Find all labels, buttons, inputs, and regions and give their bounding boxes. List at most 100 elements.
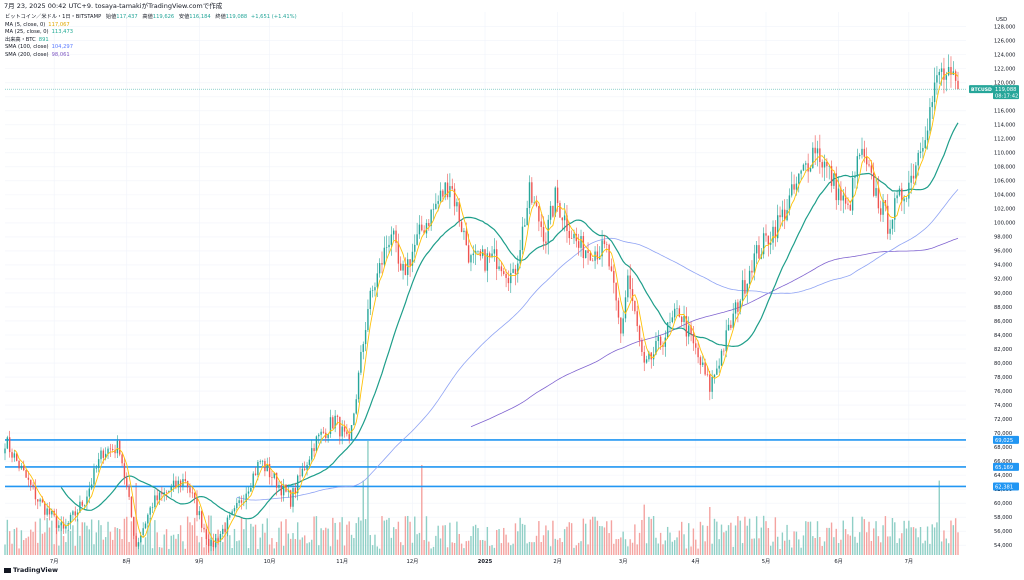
candle-body bbox=[282, 484, 285, 496]
header-title: 7月 23, 2025 00:42 UTC+9. tosaya-tamakiがT… bbox=[4, 2, 223, 10]
candle-body bbox=[568, 230, 571, 239]
volume-bar bbox=[692, 528, 695, 555]
volume-bar bbox=[575, 545, 578, 555]
candle-body bbox=[554, 187, 556, 217]
candle-body bbox=[615, 282, 617, 301]
volume-bar bbox=[147, 525, 149, 555]
volume-bar bbox=[318, 545, 320, 555]
level-badge bbox=[993, 482, 1019, 491]
volume-bar bbox=[549, 546, 552, 555]
horizontal-levels[interactable] bbox=[5, 439, 966, 488]
candle-body bbox=[184, 479, 186, 481]
candle-body bbox=[512, 268, 514, 274]
volume-bar bbox=[95, 532, 98, 555]
volume-bar bbox=[364, 519, 367, 555]
volume-bar bbox=[353, 537, 355, 555]
y-tick-label: 120,000 bbox=[994, 81, 1015, 87]
legend-volume[interactable]: 出来高・BTC 891 bbox=[5, 37, 297, 45]
time-axis[interactable]: 7月 8月 9月 10月 11月 12月 2025 2月 3月 4月 5月 6月 7月 bbox=[50, 558, 913, 565]
candle-body bbox=[362, 344, 364, 352]
volume-bar bbox=[20, 530, 23, 555]
candle-body bbox=[301, 468, 304, 477]
volume-bar bbox=[296, 522, 299, 555]
candle-body bbox=[774, 226, 777, 239]
sma100-label: SMA (100, close) bbox=[5, 44, 49, 51]
volume-bar bbox=[517, 531, 519, 555]
volume-bar bbox=[915, 528, 917, 555]
candle-body bbox=[528, 182, 531, 208]
candle-body bbox=[193, 492, 196, 498]
volume-bar bbox=[800, 547, 802, 555]
legend-ma5[interactable]: MA (5, close, 0) 117,067 bbox=[5, 22, 297, 30]
candle-body bbox=[905, 198, 908, 200]
volume-bar bbox=[791, 547, 793, 555]
candle-body bbox=[109, 448, 112, 450]
candle-body bbox=[247, 491, 250, 494]
volume-bar bbox=[378, 548, 381, 555]
candle-body bbox=[177, 480, 179, 488]
candle-body bbox=[273, 472, 275, 478]
candle-body bbox=[926, 130, 929, 141]
candle-body bbox=[730, 324, 732, 328]
candle-body bbox=[329, 417, 332, 435]
candle-body bbox=[95, 468, 98, 469]
volume-value: 891 bbox=[38, 36, 49, 43]
volume-bar bbox=[341, 517, 343, 555]
volume-bar bbox=[957, 532, 959, 555]
candle-body bbox=[666, 322, 669, 338]
candle-body bbox=[659, 336, 662, 346]
volume-bar bbox=[528, 541, 531, 555]
candles bbox=[4, 54, 959, 553]
legend-sma100[interactable]: SMA (100, close) 104,297 bbox=[5, 44, 297, 52]
candle-body bbox=[261, 461, 264, 462]
candle-body bbox=[467, 245, 470, 263]
volume-bar bbox=[622, 531, 624, 555]
candle-body bbox=[577, 241, 580, 248]
volume-bar bbox=[760, 527, 763, 555]
legend-ma25[interactable]: MA (25, close, 0) 113,473 bbox=[5, 29, 297, 37]
candle-body bbox=[198, 511, 201, 516]
volume-bar bbox=[727, 525, 730, 555]
volume-bar bbox=[287, 533, 290, 555]
candle-body bbox=[545, 241, 547, 244]
volume-bar bbox=[388, 517, 390, 555]
candle-body bbox=[844, 195, 847, 204]
volume-bar bbox=[442, 525, 444, 555]
volume-bar bbox=[11, 543, 13, 555]
candle-body bbox=[563, 215, 566, 221]
candle-body bbox=[37, 499, 39, 502]
volume-bar bbox=[336, 539, 339, 555]
volume-bar bbox=[484, 540, 486, 555]
candle-body bbox=[606, 244, 608, 245]
candle-body bbox=[126, 477, 128, 487]
volume-bar bbox=[697, 548, 699, 555]
volume-bar bbox=[149, 517, 151, 555]
candle-body bbox=[833, 173, 835, 186]
candle-body bbox=[76, 512, 79, 516]
volume-bar bbox=[823, 541, 826, 555]
volume-bar bbox=[566, 526, 568, 555]
candle-body bbox=[135, 535, 137, 547]
tradingview-logo[interactable]: TradingView bbox=[4, 566, 58, 574]
candle-body bbox=[79, 501, 81, 513]
candle-body bbox=[294, 488, 297, 494]
candle-body bbox=[147, 514, 149, 524]
level-badge bbox=[993, 435, 1019, 444]
volume-bar bbox=[79, 535, 81, 555]
candle-body bbox=[957, 80, 959, 90]
volume-bar bbox=[184, 548, 186, 555]
volume-bar bbox=[261, 523, 264, 555]
candle-body bbox=[505, 273, 507, 278]
price-axis[interactable]: USD54,00056,00058,00060,00062,00064,0006… bbox=[994, 17, 1015, 549]
candle-body bbox=[903, 198, 905, 202]
legend-sma200[interactable]: SMA (200, close) 98,061 bbox=[5, 52, 297, 60]
y-tick-label: 108,000 bbox=[994, 165, 1015, 171]
volume-bar bbox=[563, 529, 566, 555]
volume-bar bbox=[83, 522, 86, 555]
candle-body bbox=[411, 251, 414, 266]
volume-label: 出来高・BTC bbox=[5, 36, 36, 43]
volume-bar bbox=[524, 524, 526, 555]
volume-bar bbox=[273, 548, 275, 555]
